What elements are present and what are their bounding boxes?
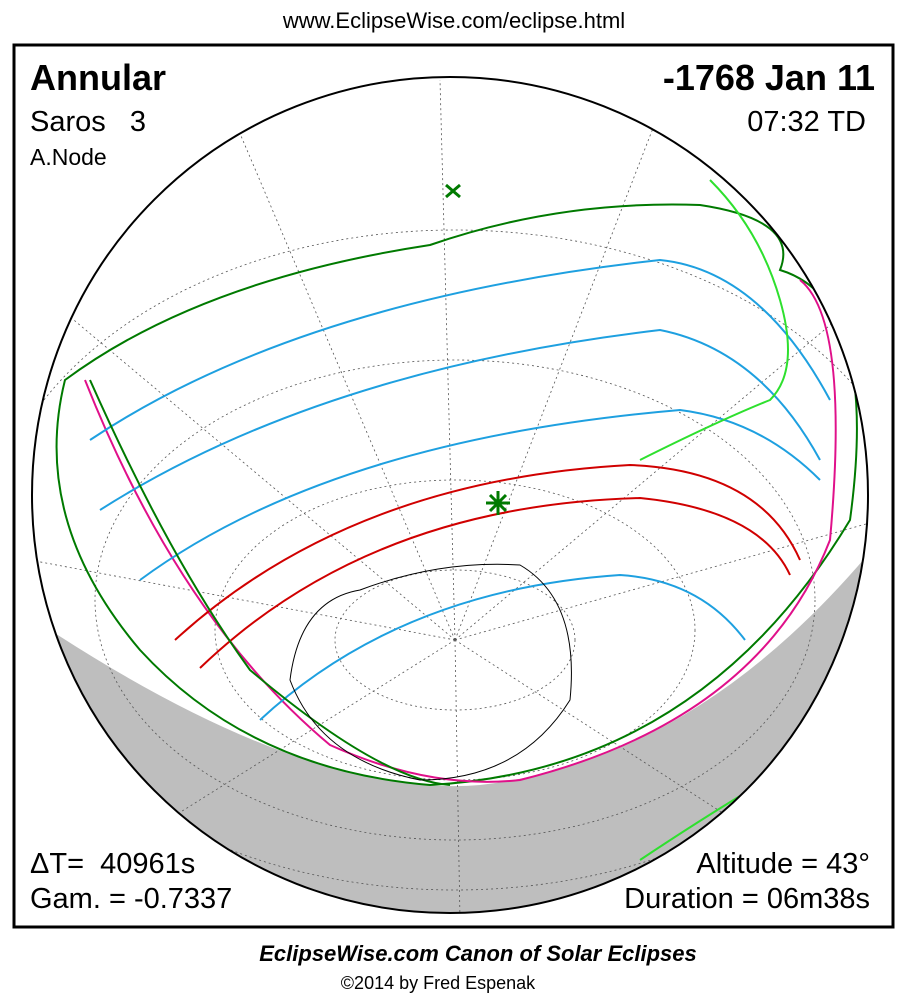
copyright: ©2014 by Fred Espenak xyxy=(341,973,536,993)
saros: Saros 3 xyxy=(30,106,146,138)
antarctica xyxy=(289,563,572,781)
duration: Duration = 06m38s xyxy=(624,883,870,915)
central-path xyxy=(174,463,801,669)
greatest-eclipse-marker xyxy=(486,491,510,515)
altitude: Altitude = 43° xyxy=(696,848,870,880)
axis-marker xyxy=(445,183,461,199)
magnitude-lines xyxy=(89,258,831,721)
penumbra-limit xyxy=(55,203,858,787)
time: 07:32 TD xyxy=(747,106,866,138)
date: -1768 Jan 11 xyxy=(663,57,875,98)
eclipse-type: Annular xyxy=(30,57,166,98)
limit-curve xyxy=(89,379,451,786)
url: www.EclipseWise.com/eclipse.html xyxy=(282,8,625,33)
coastline xyxy=(639,179,789,461)
rise-set-curve xyxy=(84,279,837,783)
delta-t: ΔT= 40961s xyxy=(30,848,195,880)
gamma: Gam. = -0.7337 xyxy=(30,883,232,915)
node: A.Node xyxy=(30,144,107,170)
footer-title: EclipseWise.com Canon of Solar Eclipses xyxy=(259,941,697,966)
globe-outline xyxy=(31,76,869,914)
